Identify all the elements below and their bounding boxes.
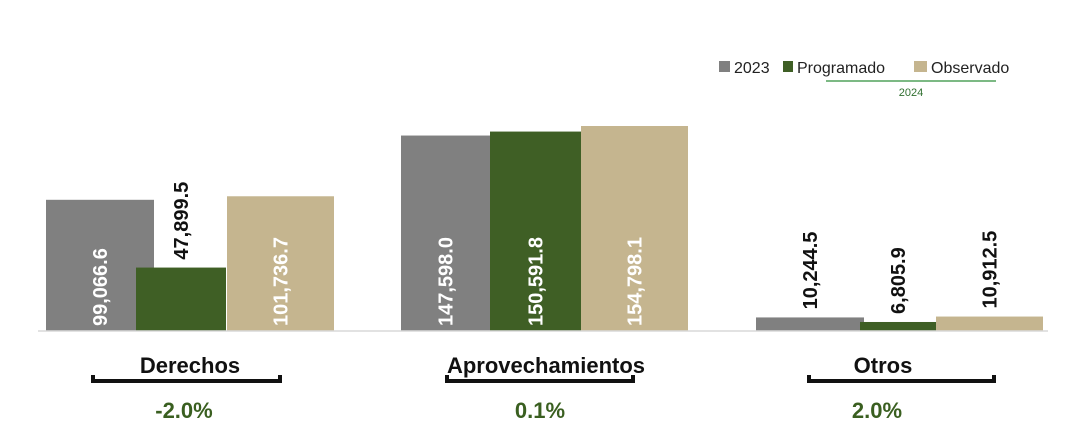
percent-change-label-2: 2.0% bbox=[852, 398, 902, 423]
bracket-1 bbox=[445, 375, 635, 383]
value-label-2023-1: 147,598.0 bbox=[436, 237, 458, 326]
bar-programado-2 bbox=[860, 321, 936, 331]
bar-2023-2 bbox=[756, 317, 864, 331]
bar-programado-1 bbox=[490, 131, 581, 331]
percent-change-labels-layer: -2.0% 0.1% 2.0% bbox=[155, 398, 902, 423]
value-labels-layer: 99,066.6 47,899.5 101,736.7 147,598.0 150,59… bbox=[90, 182, 1002, 326]
legend: 2023 Programado Observado 2024 bbox=[719, 60, 1009, 99]
bar-observado-1 bbox=[581, 126, 688, 331]
legend-group-label: 2024 bbox=[899, 87, 923, 99]
value-label-programado-1: 150,591.8 bbox=[526, 237, 548, 326]
bar-2023-1 bbox=[401, 135, 490, 331]
category-label-1: Aprovechamientos bbox=[447, 353, 645, 378]
category-label-2: Otros bbox=[854, 353, 913, 378]
bar-observado-0 bbox=[227, 196, 334, 331]
value-label-observado-2: 10,912.5 bbox=[980, 231, 1002, 309]
legend-label-observado: Observado bbox=[931, 60, 1009, 77]
value-label-programado-2: 6,805.9 bbox=[888, 247, 910, 314]
legend-label-2023: 2023 bbox=[734, 60, 770, 77]
bracket-2 bbox=[807, 375, 996, 383]
bar-observado-2 bbox=[936, 316, 1043, 331]
legend-label-programado: Programado bbox=[797, 60, 885, 77]
legend-swatch-2023 bbox=[719, 61, 730, 72]
value-label-observado-1: 154,798.1 bbox=[625, 237, 647, 326]
category-labels-layer: Derechos Aprovechamientos Otros bbox=[140, 353, 912, 378]
bracket-0 bbox=[91, 375, 282, 383]
value-label-programado-0: 47,899.5 bbox=[171, 182, 193, 260]
percent-change-label-0: -2.0% bbox=[155, 398, 212, 423]
legend-swatch-programado bbox=[783, 61, 793, 72]
percent-change-label-1: 0.1% bbox=[515, 398, 565, 423]
value-label-2023-2: 10,244.5 bbox=[800, 232, 822, 310]
value-label-observado-0: 101,736.7 bbox=[271, 237, 293, 326]
bars-layer bbox=[46, 126, 1043, 331]
value-label-2023-0: 99,066.6 bbox=[90, 248, 112, 326]
category-label-0: Derechos bbox=[140, 353, 240, 378]
legend-swatch-observado bbox=[914, 61, 927, 72]
bar-programado-0 bbox=[136, 267, 226, 331]
brackets-layer bbox=[91, 375, 996, 383]
